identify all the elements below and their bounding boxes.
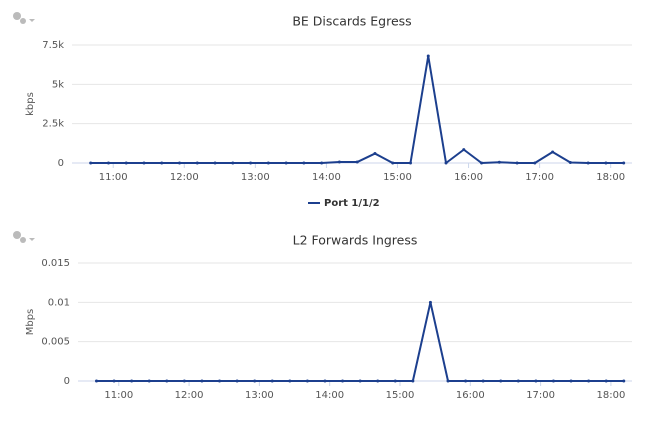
y-tick-label: 5k <box>52 79 64 90</box>
data-point <box>320 161 324 165</box>
y-tick-label: 0.01 <box>48 297 70 308</box>
x-tick-label: 14:00 <box>315 390 344 401</box>
data-point <box>533 161 537 165</box>
chart-title: BE Discards Egress <box>292 14 411 29</box>
data-point <box>213 161 217 165</box>
data-point <box>124 161 128 165</box>
data-point <box>337 160 341 164</box>
data-point <box>147 379 151 383</box>
x-tick-label: 16:00 <box>454 172 483 183</box>
data-point <box>266 161 270 165</box>
data-point <box>288 379 292 383</box>
data-point <box>218 379 222 383</box>
data-point <box>534 379 538 383</box>
data-point <box>497 160 501 164</box>
data-point <box>235 379 239 383</box>
x-tick-label: 17:00 <box>526 390 555 401</box>
data-point <box>358 379 362 383</box>
data-point <box>391 161 395 165</box>
y-tick-label: 0.015 <box>41 258 70 269</box>
data-point <box>464 379 468 383</box>
data-point <box>586 161 590 165</box>
data-point <box>426 54 430 58</box>
data-point <box>446 379 450 383</box>
data-point <box>444 161 448 165</box>
data-point <box>270 379 274 383</box>
chart-title: L2 Forwards Ingress <box>293 233 418 248</box>
data-point <box>622 161 626 165</box>
y-axis-label: Mbps <box>25 309 36 336</box>
data-point <box>142 161 146 165</box>
x-tick-label: 17:00 <box>525 172 554 183</box>
data-point <box>604 379 608 383</box>
x-tick-label: 13:00 <box>241 172 270 183</box>
data-point <box>376 379 380 383</box>
data-point <box>112 379 116 383</box>
legend-label: Port 1/1/2 <box>324 198 380 209</box>
data-point <box>305 379 309 383</box>
y-axis-label: kbps <box>25 92 36 116</box>
data-point <box>481 379 485 383</box>
data-point <box>355 160 359 164</box>
data-point <box>568 161 572 165</box>
data-point <box>182 379 186 383</box>
data-point <box>195 161 199 165</box>
data-point <box>462 148 466 152</box>
data-point <box>160 161 164 165</box>
data-point <box>231 161 235 165</box>
x-tick-label: 12:00 <box>175 390 204 401</box>
data-point <box>94 379 98 383</box>
data-point <box>106 161 110 165</box>
x-tick-label: 18:00 <box>596 390 625 401</box>
data-point <box>165 379 169 383</box>
x-tick-label: 13:00 <box>245 390 274 401</box>
data-point <box>551 379 555 383</box>
x-tick-label: 11:00 <box>99 172 128 183</box>
data-point <box>89 161 93 165</box>
x-tick-label: 14:00 <box>312 172 341 183</box>
data-point <box>551 150 555 154</box>
x-tick-label: 15:00 <box>383 172 412 183</box>
data-point <box>284 161 288 165</box>
data-point <box>480 161 484 165</box>
y-tick-label: 2.5k <box>42 119 64 130</box>
x-tick-label: 11:00 <box>104 390 133 401</box>
y-tick-label: 7.5k <box>42 40 64 51</box>
data-point <box>411 379 415 383</box>
x-tick-label: 16:00 <box>456 390 485 401</box>
y-tick-label: 0 <box>58 158 64 169</box>
data-point <box>622 379 626 383</box>
x-tick-label: 12:00 <box>170 172 199 183</box>
data-point <box>253 379 257 383</box>
data-point <box>604 161 608 165</box>
data-point <box>515 161 519 165</box>
data-point <box>323 379 327 383</box>
data-point <box>249 161 253 165</box>
y-tick-label: 0.005 <box>41 337 70 348</box>
data-point <box>178 161 182 165</box>
data-point <box>516 379 520 383</box>
data-point <box>428 300 432 304</box>
x-tick-label: 15:00 <box>386 390 415 401</box>
data-point <box>373 152 377 156</box>
data-point <box>408 161 412 165</box>
x-tick-label: 18:00 <box>596 172 625 183</box>
data-point <box>587 379 591 383</box>
data-point <box>130 379 134 383</box>
data-point <box>341 379 345 383</box>
data-point <box>200 379 204 383</box>
data-point <box>569 379 573 383</box>
data-point <box>499 379 503 383</box>
y-tick-label: 0 <box>64 376 70 387</box>
data-point <box>302 161 306 165</box>
settings-icon[interactable] <box>13 231 35 243</box>
settings-icon[interactable] <box>13 12 35 24</box>
data-point <box>393 379 397 383</box>
data-line <box>90 55 624 164</box>
